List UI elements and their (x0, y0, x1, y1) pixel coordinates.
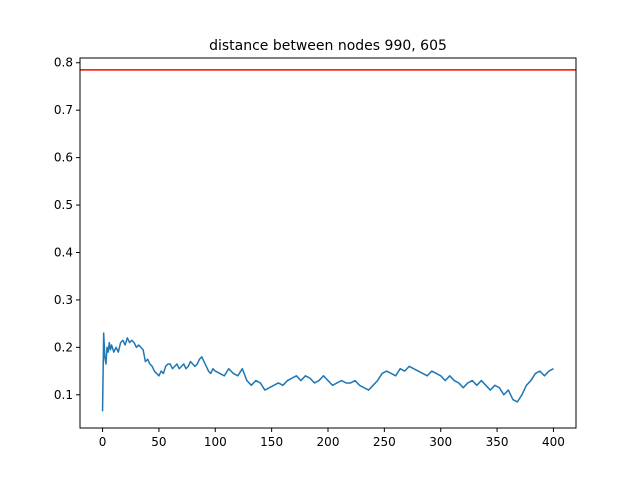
y-tick-label: 0.3 (54, 293, 73, 307)
y-tick-label: 0.6 (54, 151, 73, 165)
x-tick-label: 0 (99, 435, 107, 449)
chart-title: distance between nodes 990, 605 (209, 38, 447, 54)
x-tick-label: 300 (429, 435, 452, 449)
y-axis-ticks: 0.1 0.2 0.3 0.4 0.5 0.6 0.7 0.8 (54, 56, 80, 402)
x-tick-label: 200 (317, 435, 340, 449)
y-tick-label: 0.2 (54, 340, 73, 354)
x-tick-label: 250 (373, 435, 396, 449)
y-tick-label: 0.1 (54, 388, 73, 402)
y-tick-label: 0.8 (54, 56, 73, 70)
plot-marks (80, 69, 576, 412)
x-tick-label: 150 (260, 435, 283, 449)
x-tick-label: 50 (151, 435, 166, 449)
x-axis-ticks: 0 50 100 150 200 250 300 350 400 (99, 428, 565, 449)
y-tick-label: 0.4 (54, 245, 73, 259)
plot-frame (79, 57, 577, 429)
x-tick-label: 100 (204, 435, 227, 449)
x-tick-label: 400 (542, 435, 565, 449)
y-tick-label: 0.7 (54, 103, 73, 117)
x-tick-label: 350 (486, 435, 509, 449)
y-tick-label: 0.5 (54, 198, 73, 212)
series-line-1 (101, 332, 554, 412)
